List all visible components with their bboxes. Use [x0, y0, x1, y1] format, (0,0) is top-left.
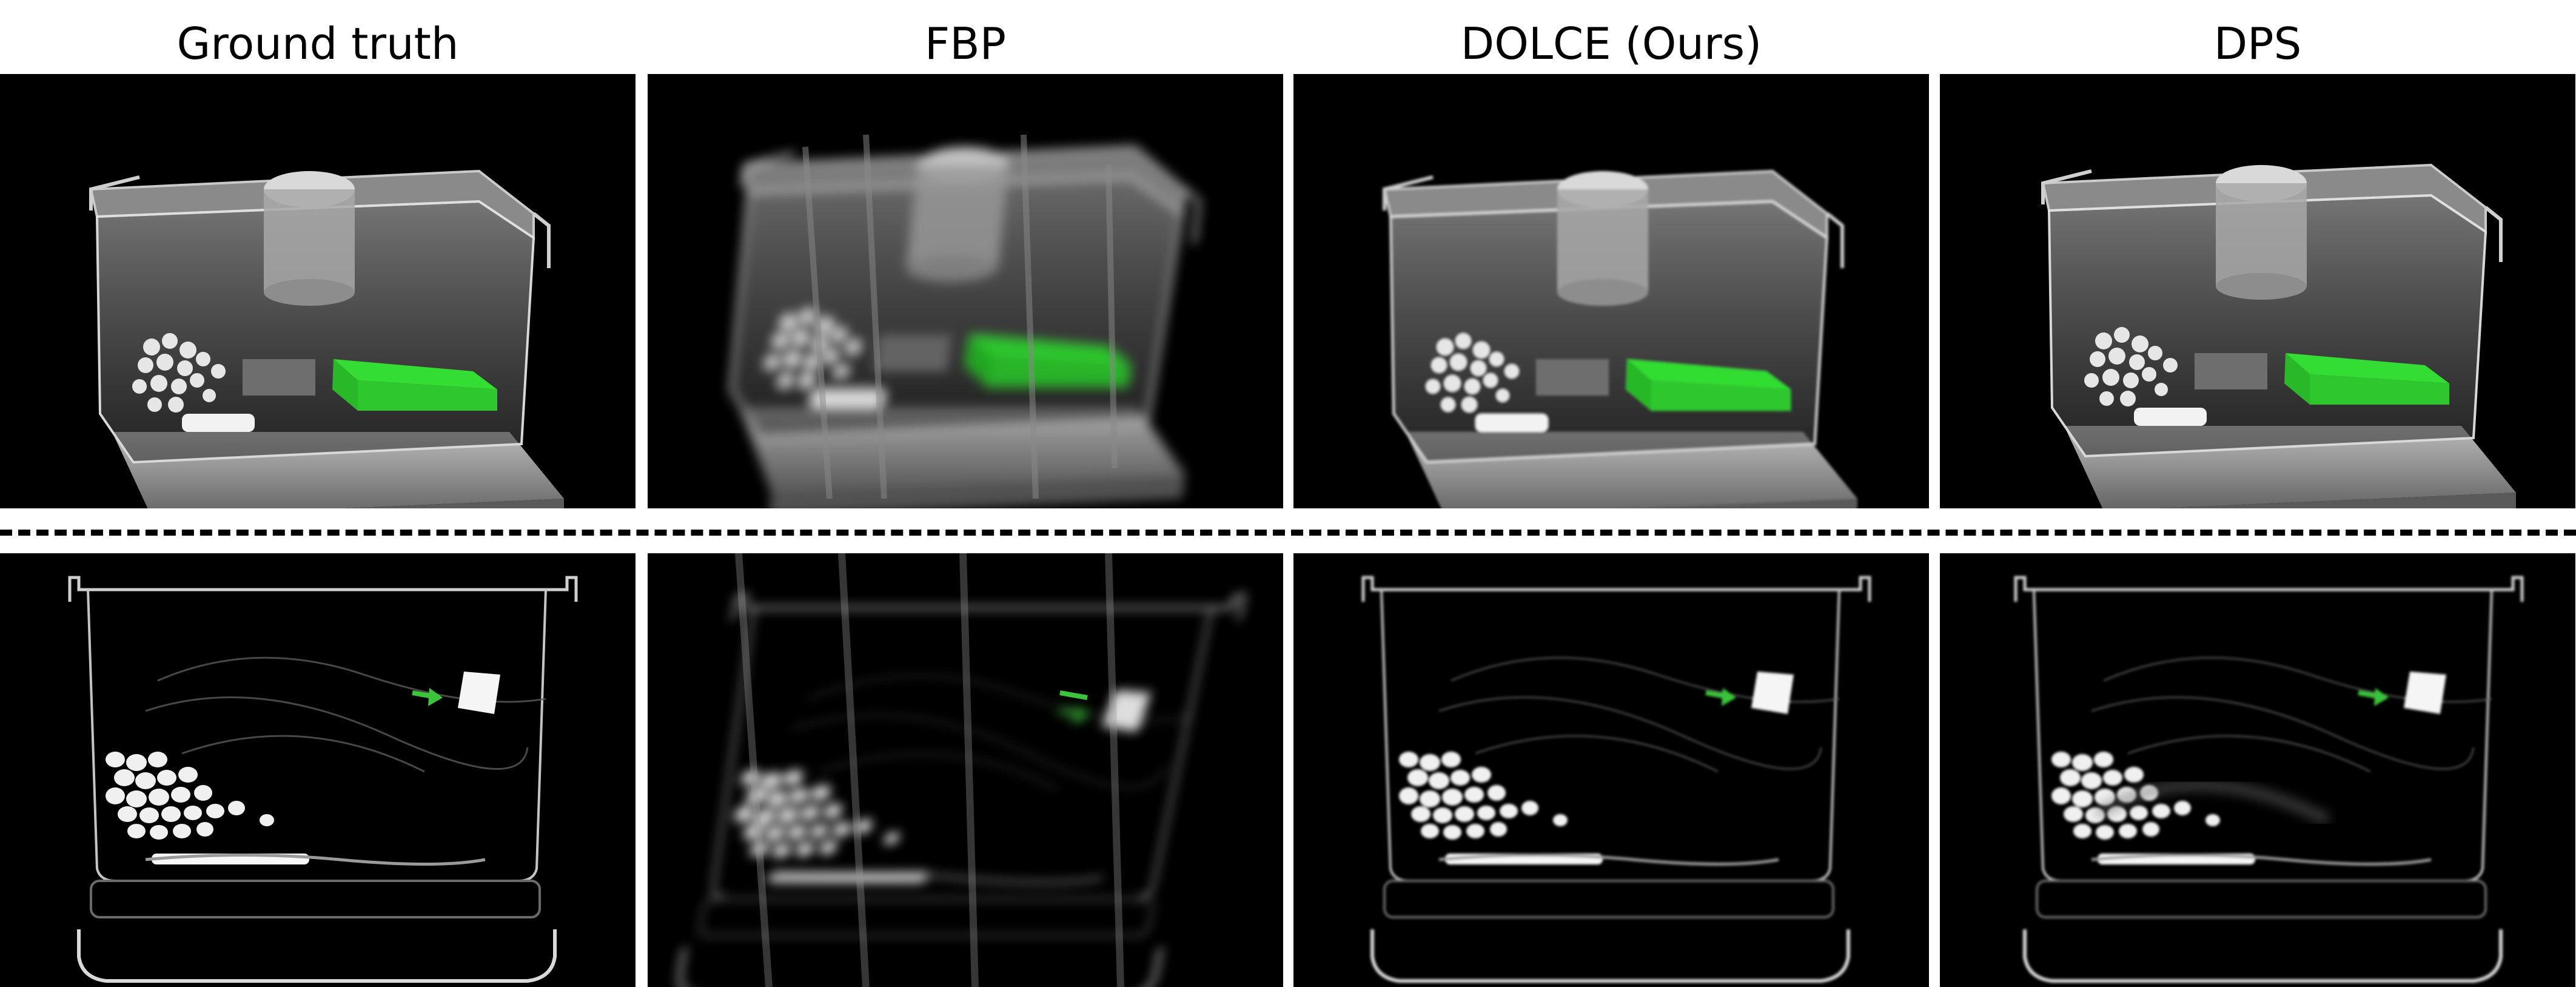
column-title-dps: DPS — [2213, 18, 2302, 69]
slice-fbp-image — [648, 553, 1283, 987]
render-dolce-image — [1293, 74, 1929, 508]
render-dolce — [1293, 74, 1929, 508]
render-fbp-image — [648, 134, 1283, 508]
column-title-ground-truth: Ground truth — [176, 18, 459, 69]
slice-fbp — [648, 553, 1283, 987]
render-fbp — [648, 74, 1283, 508]
slice-ground-truth — [0, 553, 636, 987]
column-title-dolce: DOLCE (Ours) — [1460, 18, 1762, 69]
slice-dps — [1940, 553, 2575, 987]
column-title-fbp: FBP — [924, 18, 1007, 69]
render-dps — [1940, 74, 2575, 508]
render-dps-image — [1940, 74, 2575, 508]
render-ground-truth-image — [0, 74, 636, 508]
slice-ground-truth-image — [0, 553, 636, 987]
slice-dolce-image — [1293, 553, 1929, 987]
render-ground-truth — [0, 74, 636, 508]
slice-dps-image — [1940, 553, 2575, 987]
slice-dolce — [1293, 553, 1929, 987]
arrow-icon — [1059, 690, 1088, 700]
row-divider — [0, 530, 2576, 536]
